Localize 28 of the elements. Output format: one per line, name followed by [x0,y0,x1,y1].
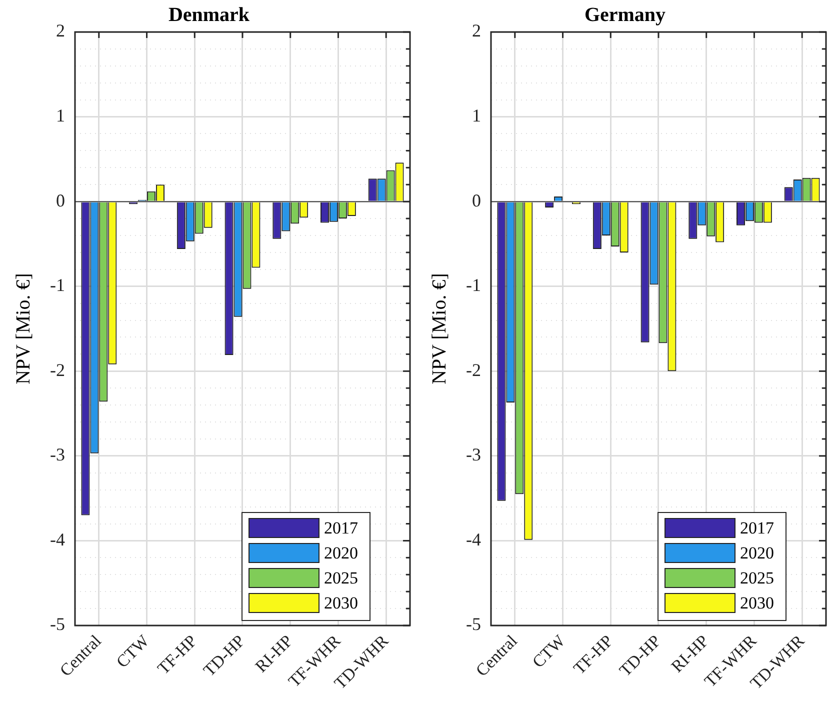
y-tick-label: -4 [466,529,481,550]
legend-label: 2017 [740,518,774,538]
y-axis-title: NPV [Mio. €] [12,273,34,384]
y-tick-label: 0 [56,190,65,210]
y-tick-label: -2 [50,360,65,380]
legend-label: 2030 [324,593,358,612]
y-tick-label: -5 [50,614,65,634]
chart-title: Denmark [168,4,250,26]
legend-label: 2020 [324,543,358,562]
y-tick-label: -3 [50,444,65,465]
y-tick-label: -5 [466,614,481,634]
chart-title: Germany [584,4,666,26]
y-tick-label: 2 [56,20,65,41]
legend-label: 2030 [740,593,774,612]
y-tick-label: 0 [472,190,481,210]
y-tick-label: 1 [56,106,65,126]
y-tick-label: -1 [50,275,65,296]
y-tick-label: -3 [466,444,481,465]
y-tick-label: 1 [472,106,481,126]
legend-label: 2020 [740,543,774,562]
y-tick-label: -4 [50,529,65,550]
legend-label: 2025 [740,568,774,588]
y-tick-label: 2 [472,20,481,41]
legend-label: 2017 [324,518,358,538]
y-tick-label: -2 [466,360,481,380]
y-tick-label: -1 [466,275,481,296]
y-axis-title: NPV [Mio. €] [428,273,450,384]
legend-label: 2025 [324,568,358,588]
